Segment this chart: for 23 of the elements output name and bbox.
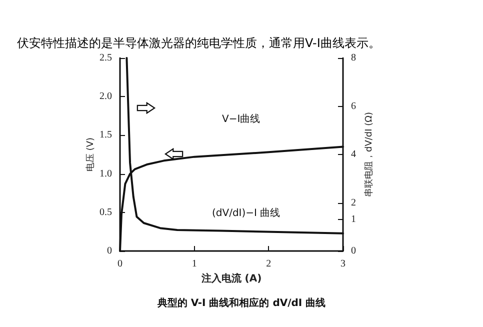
annotation: V−I曲线 — [222, 112, 260, 126]
x-axis-title: 注入电流 (A) — [200, 272, 262, 284]
y-tick-label: 0.5 — [100, 206, 112, 218]
x-tick-label: 3 — [340, 258, 346, 270]
x-tick-label: 1 — [192, 258, 197, 270]
y-tick-label: 1.0 — [100, 168, 112, 180]
y-tick-label: 0 — [107, 246, 112, 256]
y2-tick-label: 4 — [351, 149, 356, 160]
y-tick-label: 1.5 — [100, 130, 112, 141]
annotation: (dV/dI)−I 曲线 — [212, 206, 280, 220]
y2-tick-label: 1 — [351, 214, 356, 226]
y-tick-label: 2.5 — [100, 52, 112, 64]
y2-tick-label: 8 — [351, 52, 356, 64]
text: 典型的 V-I 曲线和相应的 dV/dI 曲线 — [156, 296, 327, 310]
y-tick-label: 2.0 — [100, 91, 112, 102]
x-tick-label: 0 — [118, 258, 122, 270]
y2-tick-label: 2 — [351, 197, 356, 208]
y-axis-title: 电压 (V) — [85, 137, 96, 172]
x-tick-label: 2 — [266, 258, 272, 270]
chart-title: 伏安特性描述的是半导体激光器的纯电学性质，通常用V-I曲线表示。 — [17, 36, 380, 50]
y2-tick-label: 0 — [351, 246, 356, 256]
y2-tick-label: 6 — [351, 100, 356, 112]
y2-axis-title: 串联电阻，dV/dI (Ω) — [364, 112, 374, 198]
